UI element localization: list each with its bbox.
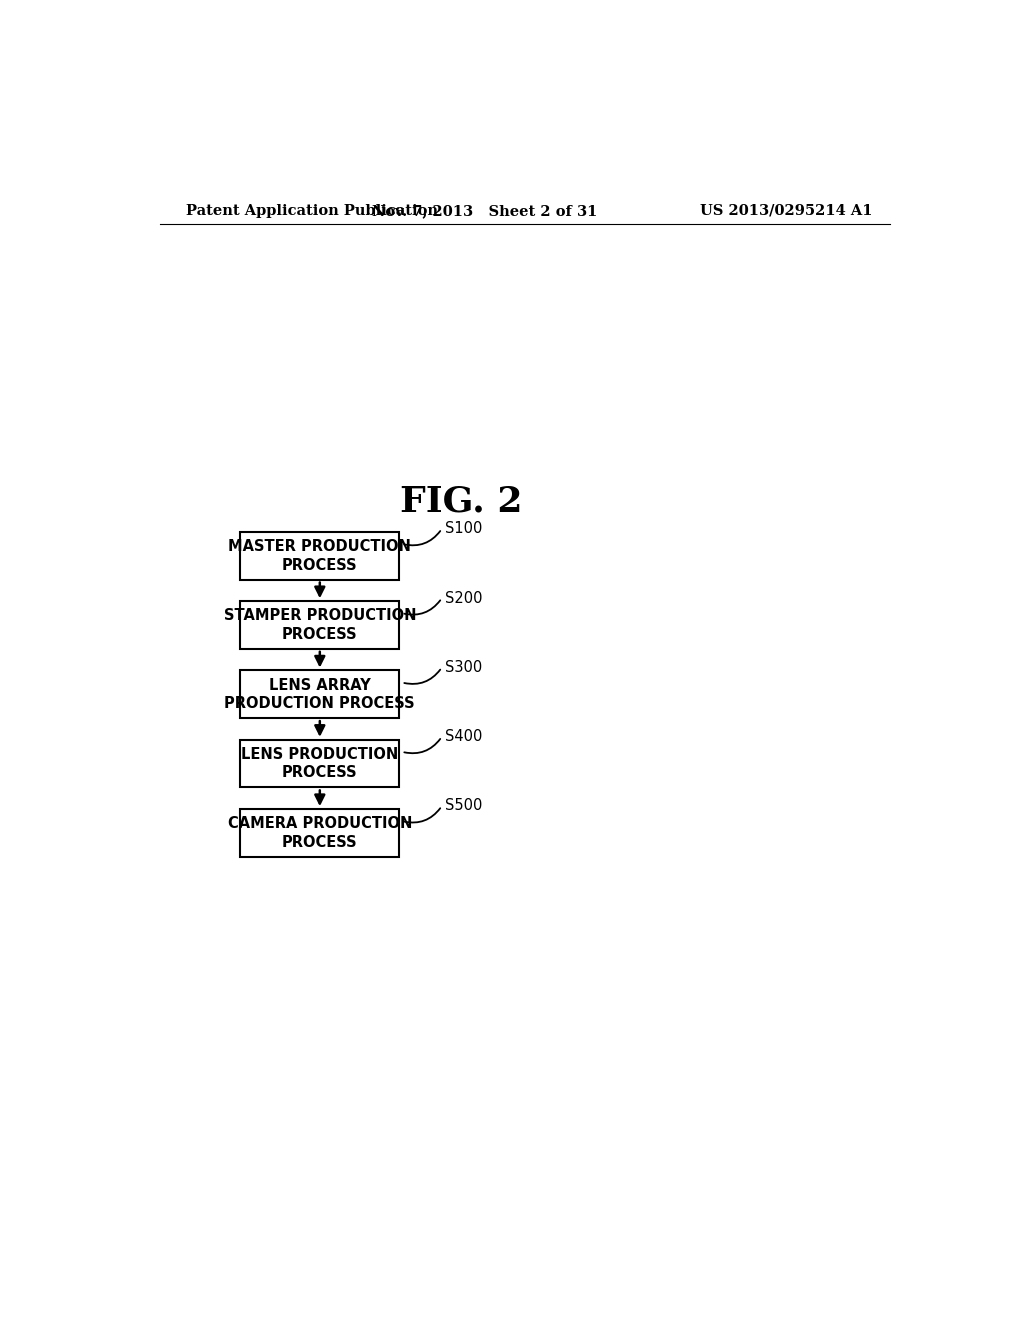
Text: Patent Application Publication: Patent Application Publication: [186, 203, 438, 218]
Text: US 2013/0295214 A1: US 2013/0295214 A1: [700, 203, 873, 218]
Bar: [241, 671, 399, 718]
Text: S300: S300: [445, 660, 482, 675]
Bar: [241, 739, 399, 788]
Bar: [241, 809, 399, 857]
Text: STAMPER PRODUCTION
PROCESS: STAMPER PRODUCTION PROCESS: [223, 609, 416, 642]
Text: S500: S500: [445, 799, 482, 813]
Text: S100: S100: [445, 521, 482, 536]
Text: CAMERA PRODUCTION
PROCESS: CAMERA PRODUCTION PROCESS: [227, 816, 412, 850]
Text: S400: S400: [445, 729, 482, 744]
Text: MASTER PRODUCTION
PROCESS: MASTER PRODUCTION PROCESS: [228, 539, 412, 573]
Text: LENS ARRAY
PRODUCTION PROCESS: LENS ARRAY PRODUCTION PROCESS: [224, 677, 415, 711]
Bar: [241, 532, 399, 579]
Text: LENS PRODUCTION
PROCESS: LENS PRODUCTION PROCESS: [242, 747, 398, 780]
Bar: [241, 601, 399, 649]
Text: FIG. 2: FIG. 2: [400, 484, 522, 517]
Text: Nov. 7, 2013   Sheet 2 of 31: Nov. 7, 2013 Sheet 2 of 31: [372, 203, 597, 218]
Text: S200: S200: [445, 590, 482, 606]
